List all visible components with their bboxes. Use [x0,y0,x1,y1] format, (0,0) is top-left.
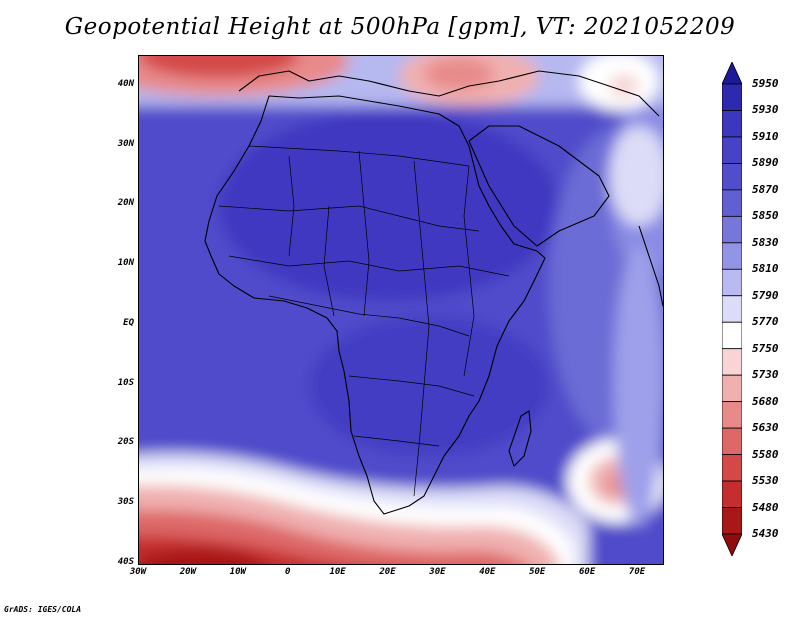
colorbar-level-label: 5810 [752,262,779,276]
lon-tick-label: 0 [284,567,291,577]
colorbar-level-label: 5580 [752,447,779,461]
lon-tick-label: 10E [329,567,346,577]
colorbar-level-label: 5480 [752,500,779,514]
colorbar-swatch [722,136,742,164]
colorbar-level-label: 5850 [752,209,779,223]
colorbar-swatch [722,321,742,350]
lat-tick-label: 40N [117,78,134,89]
lon-tick-label: 20E [379,567,396,577]
colorbar-level-label: 5770 [752,315,779,329]
madagascar-coastline [508,410,532,467]
europe-coastline [238,70,660,117]
colorbar-level-label: 5680 [752,394,779,408]
colorbar-level-label: 5730 [752,368,779,382]
colorbar-level-label: 5630 [752,421,779,435]
colorbar-level-label: 5750 [752,341,779,355]
lat-tick-label: 10S [117,377,134,388]
colorbar-swatch [722,295,742,323]
colorbar-swatch [722,163,742,191]
colorbar-swatch [722,427,742,455]
india-coastline [638,225,663,307]
colorbar-swatch [722,215,742,244]
height-field-shading [139,56,663,564]
colorbar-swatch [722,268,742,297]
lon-tick-label: 10W [229,567,246,577]
colorbar-level-label: 5430 [752,527,779,540]
colorbar-min-arrow [722,533,742,556]
lon-tick-label: 30E [429,567,446,577]
lat-tick-label: 10N [117,258,134,269]
colorbar [722,62,742,556]
colorbar-swatch [722,242,742,270]
lat-tick-label: EQ [123,317,134,328]
colorbar-max-arrow [722,62,742,85]
colorbar-level-label: 5790 [752,288,779,302]
colorbar-swatch [722,480,742,508]
geopotential-map [139,56,663,564]
lon-tick-label: 60E [579,567,596,577]
lat-tick-label: 30S [117,497,134,508]
lat-tick-label: 40S [117,557,134,567]
colorbar-level-label: 5870 [752,182,779,196]
lon-tick-label: 50E [529,567,546,577]
colorbar-swatch [722,507,742,535]
map-panel[interactable] [138,55,664,565]
colorbar-swatch [722,189,742,217]
country-borders [218,145,510,497]
colorbar-level-label: 5890 [752,156,779,170]
lon-tick-label: 20W [179,567,197,577]
colorbar-level-label: 5930 [752,103,779,117]
lat-tick-label: 20N [117,198,134,209]
colorbar-swatch [722,454,742,482]
map-title: Geopotential Height at 500hPa [gpm], VT:… [64,14,736,40]
lat-tick-label: 30N [117,138,134,149]
lat-tick-label: 20S [117,437,134,448]
colorbar-level-label: 5830 [752,235,779,249]
colorbar-swatch [722,83,742,111]
colorbar-level-label: 5530 [752,474,779,488]
colorbar-level-label: 5910 [752,129,779,143]
colorbar-swatch [722,348,742,376]
africa-coastline [204,95,546,515]
lon-tick-label: 30W [129,567,147,577]
lon-tick-label: 40E [479,567,496,577]
colorbar-swatch [722,110,742,138]
lon-tick-label: 70E [628,567,646,577]
colorbar-swatch [722,374,742,403]
grads-credit: GrADS: IGES/COLA [4,605,82,614]
coastlines [204,70,663,515]
colorbar-level-label: 5950 [752,77,779,90]
arabia-coastline [468,125,610,247]
colorbar-swatch [722,401,742,429]
